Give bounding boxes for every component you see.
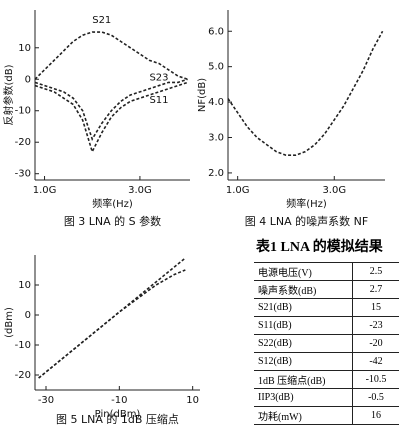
- x-tick-label: -10: [111, 395, 127, 406]
- table-cell: 功耗(mW): [254, 406, 353, 425]
- x-axis-title: Pin(dBm): [95, 409, 141, 420]
- table-cell: S21(dB): [254, 298, 353, 317]
- series-label: S23: [149, 73, 168, 84]
- y-tick-label: 10: [18, 43, 31, 54]
- y-tick-label: 0: [25, 310, 31, 321]
- table-cell: IIP3(dB): [254, 388, 353, 407]
- table-row: 电源电压(V) 2.5: [254, 262, 399, 281]
- x-tick-label: 1.0G: [33, 185, 57, 196]
- series-label: S21: [92, 15, 111, 26]
- table-cell: 2.7: [352, 280, 399, 299]
- series-line: [38, 257, 186, 379]
- y-tick-label: -20: [15, 137, 31, 148]
- table-cell: 16: [352, 406, 399, 425]
- series-line: [34, 78, 188, 141]
- y-tick-label: 6.0: [208, 26, 224, 37]
- y-axis-title: (dBm): [4, 307, 15, 338]
- y-tick-label: 5.0: [208, 62, 224, 73]
- x-tick-label: 10: [186, 395, 199, 406]
- y-tick-label: 4.0: [208, 97, 224, 108]
- series-line: [34, 81, 188, 154]
- y-tick-label: 2.0: [208, 168, 224, 179]
- table-cell: S22(dB): [254, 334, 353, 353]
- series-line: [227, 30, 384, 157]
- table-row: 功耗(mW) 16: [254, 406, 399, 425]
- x-tick-label: -30: [38, 395, 54, 406]
- table-row: S12(dB) -42: [254, 352, 399, 371]
- table-cell: 噪声系数(dB): [254, 280, 353, 299]
- y-tick-label: -20: [15, 370, 31, 381]
- series-line: [38, 269, 186, 379]
- y-axis-title: 反射参数(dB): [2, 64, 15, 125]
- results-table: 电源电压(V) 2.5 噪声系数(dB) 2.7 S21(dB) 15 S11(dB) -23…: [254, 262, 399, 425]
- table-row: 噪声系数(dB) 2.7: [254, 280, 399, 299]
- y-tick-label: 10: [18, 280, 31, 291]
- x-tick-label: 1.0G: [226, 185, 250, 196]
- table-cell: S12(dB): [254, 352, 353, 371]
- table-cell: S11(dB): [254, 316, 353, 335]
- table-row: IIP3(dB) -0.5: [254, 388, 399, 407]
- caption: 图 5 LNA 的 1dB 压缩点: [56, 412, 179, 426]
- y-axis-title: NF(dB): [197, 78, 208, 112]
- x-tick-label: 3.0G: [128, 185, 152, 196]
- caption: 图 3 LNA 的 S 参数: [64, 214, 161, 228]
- y-tick-label: -30: [15, 169, 31, 180]
- x-axis-title: 频率(Hz): [92, 197, 133, 210]
- table-row: S21(dB) 15: [254, 298, 399, 317]
- x-tick-label: 3.0G: [322, 185, 346, 196]
- table-cell: -20: [352, 334, 399, 353]
- y-tick-label: -10: [15, 340, 31, 351]
- table-cell: 1dB 压缩点(dB): [254, 370, 353, 389]
- table-cell: 15: [352, 298, 399, 317]
- x-axis-title: 频率(Hz): [286, 197, 327, 210]
- y-tick-label: 3.0: [208, 133, 224, 144]
- caption: 图 4 LNA 的噪声系数 NF: [245, 214, 368, 228]
- table-cell: -0.5: [352, 388, 399, 407]
- series-label: S11: [149, 95, 168, 106]
- table-cell: -23: [352, 316, 399, 335]
- table-title: 表1 LNA 的模拟结果: [256, 240, 383, 255]
- y-tick-label: -10: [15, 106, 31, 117]
- table-cell: -10.5: [352, 370, 399, 389]
- table-row: 1dB 压缩点(dB) -10.5: [254, 370, 399, 389]
- table-cell: 电源电压(V): [254, 262, 353, 281]
- table-row: S11(dB) -23: [254, 316, 399, 335]
- table-cell: -42: [352, 352, 399, 371]
- series-line: [34, 31, 188, 81]
- table-cell: 2.5: [352, 262, 399, 281]
- y-tick-label: 0: [25, 74, 31, 85]
- table-row: S22(dB) -20: [254, 334, 399, 353]
